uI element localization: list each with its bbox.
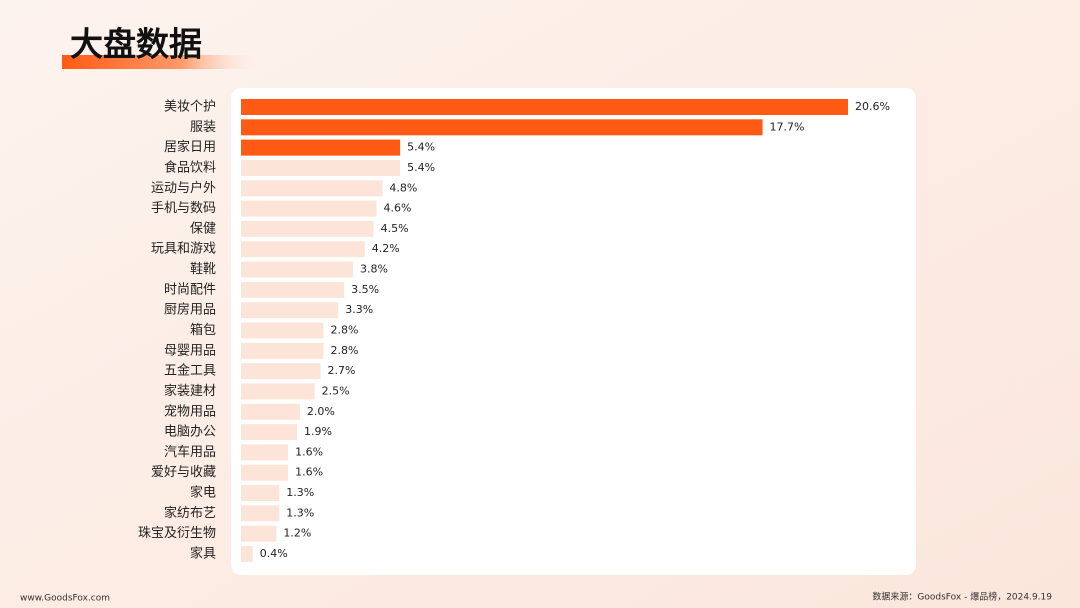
value-label: 5.4% xyxy=(407,161,435,174)
y-tick-label: 厨房用品 xyxy=(164,302,216,318)
y-tick-label: 珠宝及衍生物 xyxy=(138,526,216,541)
y-tick-label: 手机与数码 xyxy=(151,201,216,216)
value-label: 1.3% xyxy=(286,506,314,519)
value-label: 2.8% xyxy=(331,344,359,357)
value-label: 3.5% xyxy=(351,283,379,296)
bar xyxy=(241,485,280,502)
chart-card xyxy=(231,88,916,575)
value-label: 2.0% xyxy=(307,405,335,418)
value-label: 4.8% xyxy=(389,181,417,194)
bar xyxy=(241,281,345,298)
y-tick-label: 电脑办公 xyxy=(164,425,216,440)
value-label: 20.6% xyxy=(855,100,890,113)
y-tick-label: 汽车用品 xyxy=(164,444,216,460)
value-label: 1.9% xyxy=(304,425,332,438)
bar xyxy=(241,424,297,441)
value-label: 4.2% xyxy=(372,242,400,255)
value-label: 1.2% xyxy=(283,527,311,540)
value-label: 1.6% xyxy=(295,466,323,479)
bar xyxy=(241,241,365,258)
y-tick-label: 宠物用品 xyxy=(164,403,216,419)
bar xyxy=(241,200,377,217)
y-tick-label: 玩具和游戏 xyxy=(151,242,216,257)
value-label: 1.6% xyxy=(295,445,323,458)
value-label: 0.4% xyxy=(260,547,288,560)
footer-site: www.GoodsFox.com xyxy=(20,594,110,604)
bar xyxy=(241,403,300,420)
y-tick-label: 服装 xyxy=(190,120,216,135)
value-label: 4.5% xyxy=(381,222,409,235)
value-label: 3.3% xyxy=(345,303,373,316)
y-tick-label: 家电 xyxy=(190,485,216,501)
y-tick-label: 运动与户外 xyxy=(151,180,216,196)
y-tick-label: 母婴用品 xyxy=(164,343,216,358)
bar xyxy=(241,363,321,380)
title-underline xyxy=(62,55,262,69)
value-label: 2.8% xyxy=(331,324,359,337)
y-tick-label: 食品饮料 xyxy=(164,159,216,175)
y-tick-label: 美妆个护 xyxy=(164,100,216,115)
y-tick-label: 爱好与收藏 xyxy=(151,465,216,480)
bar xyxy=(241,99,848,115)
value-label: 2.7% xyxy=(328,364,356,377)
bar xyxy=(241,220,374,237)
bar xyxy=(241,159,401,176)
bar xyxy=(241,525,277,542)
bar xyxy=(241,302,339,319)
value-label: 3.8% xyxy=(360,263,388,276)
y-tick-label: 箱包 xyxy=(190,322,216,338)
bar xyxy=(241,119,763,136)
footer-source: 数据来源：GoodsFox - 爆品榜，2024.9.19 xyxy=(872,591,1052,603)
bar xyxy=(241,505,280,522)
y-tick-label: 时尚配件 xyxy=(164,282,216,297)
bar xyxy=(241,139,401,156)
y-tick-label: 家装建材 xyxy=(164,383,216,399)
bar xyxy=(241,261,353,278)
value-label: 17.7% xyxy=(770,120,805,133)
bar xyxy=(241,342,324,359)
y-tick-label: 家纺布艺 xyxy=(164,505,216,521)
bar xyxy=(241,464,289,481)
bar xyxy=(241,444,289,461)
bar xyxy=(241,180,383,197)
y-tick-label: 家具 xyxy=(190,546,216,562)
value-label: 2.5% xyxy=(322,384,350,397)
y-tick-label: 鞋靴 xyxy=(190,261,216,277)
y-tick-label: 居家日用 xyxy=(164,139,216,155)
bar xyxy=(241,383,315,400)
bar xyxy=(241,322,324,339)
value-label: 1.3% xyxy=(286,486,314,499)
y-tick-label: 保健 xyxy=(190,221,216,236)
page-title: 大盘数据 xyxy=(70,25,202,64)
bar xyxy=(241,546,253,562)
value-label: 4.6% xyxy=(384,202,412,215)
y-tick-label: 五金工具 xyxy=(164,363,216,379)
value-label: 5.4% xyxy=(407,141,435,154)
